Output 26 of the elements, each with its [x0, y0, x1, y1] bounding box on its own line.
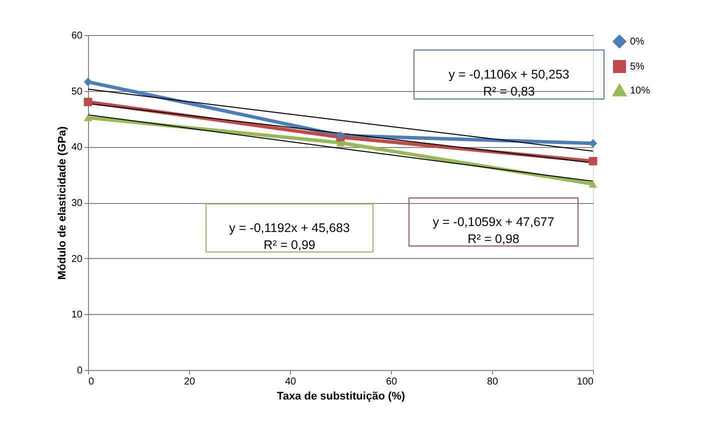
y-tick-label: 40 — [71, 142, 83, 154]
y-axis-title: Módulo de elasticidade (GPa) — [56, 126, 68, 280]
x-tick-label: 80 — [486, 376, 498, 388]
point — [588, 157, 598, 166]
x-tick-label: 0 — [88, 376, 94, 388]
point — [84, 98, 92, 106]
point — [84, 78, 92, 86]
x-tick-label: 60 — [386, 376, 398, 388]
legend-label: 0% — [630, 36, 645, 48]
legend-label: 10% — [630, 86, 650, 96]
annotation: y = -0,1192x + 45,683 R² = 0,99 — [229, 221, 350, 252]
y-tick-label: 30 — [71, 198, 83, 209]
y-tick-label: 0 — [76, 366, 83, 376]
legend-label: 5% — [630, 62, 645, 72]
y-tick-label: 10 — [71, 310, 83, 321]
y-tick-label: 50 — [71, 86, 83, 98]
annotation: y = -0,1059x + 47,677 R² = 0,98 — [432, 215, 554, 246]
y-tick-label: 60 — [71, 30, 83, 42]
y-tick-label: 20 — [71, 254, 83, 265]
x-tick-label: 20 — [184, 376, 196, 388]
point — [588, 180, 598, 188]
x-tick-label: 40 — [284, 376, 296, 388]
annotation: y = -0,1106x + 50,253 R² = 0,83 — [448, 68, 570, 98]
x-axis-title: Taxa de substituição (%) — [276, 390, 406, 402]
x-tick-label: 100 — [576, 376, 594, 388]
point — [84, 114, 92, 122]
